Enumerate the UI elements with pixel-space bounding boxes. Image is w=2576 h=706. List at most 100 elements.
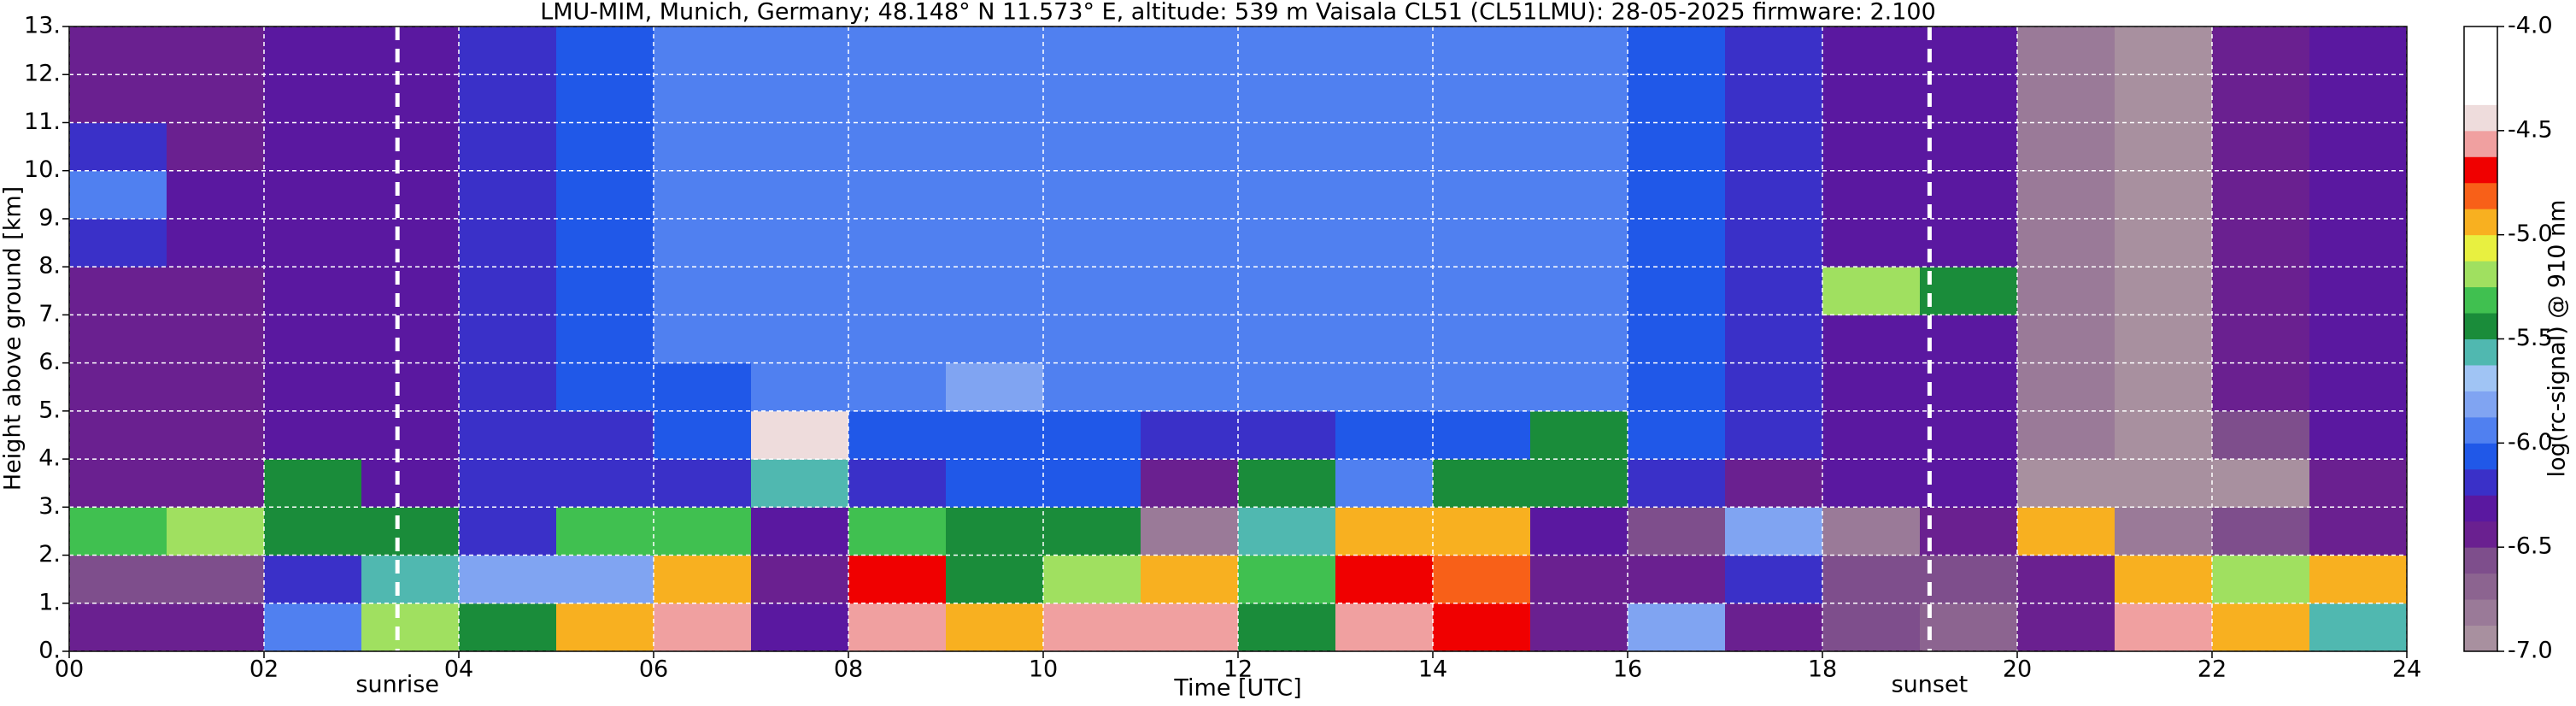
heatmap-cell xyxy=(1628,267,1726,315)
colorbar-band xyxy=(2464,547,2497,574)
heatmap-cell xyxy=(167,26,265,75)
heatmap-cell xyxy=(1043,410,1141,460)
heatmap-cell xyxy=(1141,410,1239,460)
heatmap-cell xyxy=(2212,507,2310,556)
heatmap-cell xyxy=(2212,122,2310,172)
heatmap-cell xyxy=(848,26,947,75)
colorbar-band xyxy=(2464,468,2497,496)
heatmap-cell xyxy=(1335,410,1434,460)
heatmap-cell xyxy=(946,555,1044,604)
heatmap-cell xyxy=(556,459,654,508)
heatmap-cell xyxy=(1238,26,1336,75)
heatmap-cell xyxy=(1433,555,1531,604)
colorbar-band xyxy=(2464,364,2497,391)
heatmap-cell xyxy=(459,315,557,364)
heatmap-cell xyxy=(1725,218,1823,268)
heatmap-cell xyxy=(1335,362,1434,412)
heatmap-cell xyxy=(654,26,752,75)
heatmap-cell xyxy=(751,507,849,556)
heatmap-cell xyxy=(1725,459,1823,508)
colorbar-band xyxy=(2464,521,2497,548)
colorbar-band xyxy=(2464,26,2497,53)
heatmap-cell xyxy=(2309,603,2408,652)
heatmap-cell xyxy=(1920,267,2018,315)
heatmap-cell xyxy=(1822,410,1921,460)
colorbar-band xyxy=(2464,416,2497,444)
colorbar-band xyxy=(2464,104,2497,132)
heatmap-cell xyxy=(1920,555,2018,604)
x-tick-label: 00 xyxy=(55,656,84,683)
heatmap-cell xyxy=(69,410,167,460)
heatmap-cell xyxy=(167,218,265,268)
heatmap-cell xyxy=(1433,362,1531,412)
heatmap-cell xyxy=(1238,170,1336,220)
heatmap-cell xyxy=(2309,555,2408,604)
heatmap-cell xyxy=(2017,122,2115,172)
heatmap-cell xyxy=(556,26,654,75)
heatmap-cell xyxy=(459,267,557,315)
heatmap-cell xyxy=(264,267,362,315)
heatmap-cell xyxy=(1822,315,1921,364)
heatmap-cell xyxy=(1725,267,1823,315)
colorbar-band xyxy=(2464,209,2497,236)
heatmap-cell xyxy=(1043,122,1141,172)
heatmap-cell xyxy=(2115,170,2213,220)
heatmap-cell xyxy=(556,603,654,652)
heatmap-cell xyxy=(167,555,265,604)
heatmap-cell xyxy=(264,459,362,508)
heatmap-cell xyxy=(654,122,752,172)
heatmap-cell xyxy=(848,74,947,123)
heatmap-cell xyxy=(1043,555,1141,604)
heatmap-cell xyxy=(2017,362,2115,412)
colorbar-band xyxy=(2464,573,2497,600)
heatmap-cell xyxy=(1141,74,1239,123)
heatmap-cell xyxy=(1920,170,2018,220)
heatmap-cell xyxy=(1822,507,1921,556)
heatmap-cell xyxy=(2115,362,2213,412)
heatmap-cell xyxy=(654,218,752,268)
heatmap-cell xyxy=(1822,459,1921,508)
heatmap-cell xyxy=(459,507,557,556)
heatmap-cell xyxy=(1043,362,1141,412)
colorbar-tick-label: -6.0 xyxy=(2508,429,2553,456)
colorbar-band xyxy=(2464,234,2497,262)
heatmap-cell xyxy=(848,603,947,652)
heatmap-cell xyxy=(848,267,947,315)
heatmap-cell xyxy=(751,74,849,123)
heatmap-cell xyxy=(2212,410,2310,460)
y-tick-label: 5. xyxy=(38,397,61,423)
heatmap-cell xyxy=(946,410,1044,460)
heatmap-cell xyxy=(167,170,265,220)
heatmap-cell xyxy=(2115,26,2213,75)
heatmap-cell xyxy=(1628,26,1726,75)
heatmap-cell xyxy=(1920,459,2018,508)
y-tick-label: 4. xyxy=(38,445,61,472)
heatmap-cell xyxy=(946,267,1044,315)
heatmap-cell xyxy=(1238,459,1336,508)
heatmap-cell xyxy=(2115,410,2213,460)
heatmap-cell xyxy=(1530,603,1628,652)
heatmap-cell xyxy=(1433,603,1531,652)
heatmap-cell xyxy=(1530,362,1628,412)
heatmap-cell xyxy=(69,218,167,268)
heatmap-cell xyxy=(69,26,167,75)
heatmap-cell xyxy=(2115,267,2213,315)
heatmap-cell xyxy=(1920,315,2018,364)
heatmap-cell xyxy=(167,362,265,412)
heatmap-cell xyxy=(654,410,752,460)
heatmap-cell xyxy=(1043,315,1141,364)
y-tick-label: 8. xyxy=(38,253,61,279)
heatmap-cell xyxy=(167,459,265,508)
heatmap-cell xyxy=(167,410,265,460)
heatmap-cell xyxy=(2017,170,2115,220)
y-tick-label: 1. xyxy=(38,589,61,615)
heatmap-cell xyxy=(1530,555,1628,604)
heatmap-cell xyxy=(69,267,167,315)
heatmap-cell xyxy=(751,170,849,220)
heatmap-cell xyxy=(2212,555,2310,604)
heatmap-cell xyxy=(1433,122,1531,172)
heatmap-cell xyxy=(1141,315,1239,364)
heatmap-cell xyxy=(459,218,557,268)
heatmap-cell xyxy=(751,315,849,364)
annotation-label: sunrise xyxy=(355,672,439,698)
